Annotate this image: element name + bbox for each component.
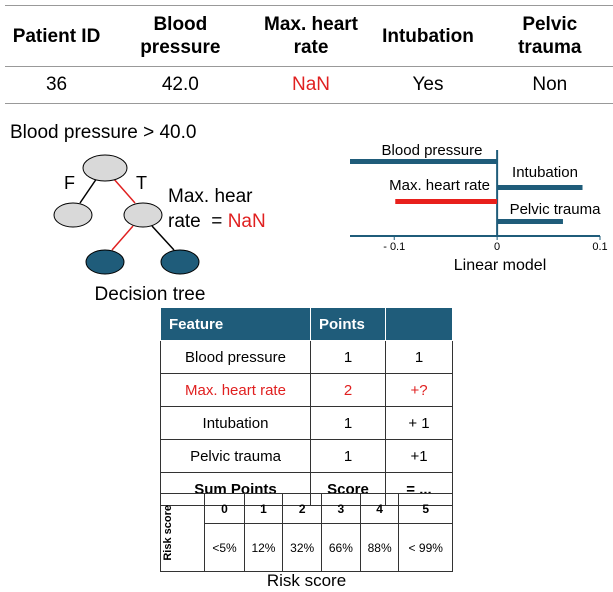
note: Max. hear	[168, 186, 253, 207]
header	[385, 307, 453, 341]
bar-label: Intubation	[512, 164, 578, 181]
row-label: Risk score	[162, 504, 174, 561]
bar	[497, 219, 563, 224]
cell: +1	[385, 439, 453, 473]
cell: 36	[5, 66, 109, 104]
cell: 1	[310, 340, 386, 374]
note-value: NaN	[228, 211, 266, 232]
node	[53, 202, 93, 228]
x-tick-label: - 0.1	[383, 241, 405, 253]
score: 5	[398, 493, 453, 524]
row-label: Risk score	[159, 493, 206, 572]
rows: Blood pressure 1 1 Max. heart rate 2 +? Intuba…	[160, 340, 453, 506]
bar	[497, 185, 583, 190]
cell: Max. heart rate	[160, 373, 311, 407]
edge	[79, 177, 98, 204]
cell: NaN	[252, 66, 370, 104]
edge	[111, 225, 134, 251]
bar	[350, 159, 498, 164]
cell: Blood pressure	[160, 340, 311, 374]
cell: 1	[310, 406, 386, 440]
score: 0	[204, 493, 245, 524]
cell: 1	[385, 340, 453, 374]
header: Blood pressure	[108, 5, 253, 67]
header: Intubation	[369, 5, 487, 67]
header: Patient ID	[5, 5, 109, 67]
edge-label: F	[64, 173, 75, 193]
x-tick-label: 0	[494, 241, 500, 253]
tree-condition: Blood pressure > 40.0	[10, 122, 196, 143]
risk-row: <5% 12% 32% 66% 88% < 99%	[161, 523, 453, 572]
header: Points	[310, 307, 386, 341]
risk: 66%	[321, 523, 361, 572]
risk: 32%	[282, 523, 323, 572]
caption: Decision tree	[95, 284, 206, 305]
bar-label: Pelvic trauma	[510, 201, 602, 218]
risk: 88%	[359, 523, 400, 572]
linear-model: - 0.1 0 0.1 Linear model Blood pressure Intub…	[350, 142, 608, 274]
score: 2	[282, 493, 323, 524]
cell: + 1	[385, 406, 453, 440]
cell: Non	[486, 66, 613, 104]
risk-table: Feature Points Blood pressure 1 1 Max. hear…	[160, 307, 453, 506]
bar-label: Blood pressure	[382, 142, 483, 159]
row: Intubation 1 + 1	[160, 406, 453, 440]
cell: 1	[310, 439, 386, 473]
score: 1	[243, 493, 284, 524]
bar	[395, 199, 498, 204]
cell: +?	[385, 373, 453, 407]
risk: 12%	[243, 523, 284, 572]
row: Max. heart rate 2 +?	[160, 373, 453, 407]
note: rate =	[168, 211, 222, 232]
patient-table: Patient ID Blood pressure Max. heart rat…	[5, 5, 613, 104]
edge	[151, 225, 175, 251]
x-tick-label: 0.1	[592, 241, 607, 253]
node	[123, 202, 163, 228]
node	[82, 154, 128, 182]
header: Max. heart rate	[252, 5, 370, 67]
row: Blood pressure 1 1	[160, 340, 453, 374]
edge	[112, 177, 136, 204]
row: Pelvic trauma 1 +1	[160, 439, 453, 473]
risk: < 99%	[398, 523, 453, 572]
caption: Risk score	[266, 571, 347, 590]
risk: <5%	[204, 523, 245, 572]
cell: 2	[310, 373, 386, 407]
cell: 42.0	[108, 66, 253, 104]
cell: Pelvic trauma	[160, 439, 311, 473]
x-axis-label: Linear model	[454, 257, 547, 274]
bar-label: Max. heart rate	[389, 177, 490, 194]
node	[85, 249, 125, 275]
note: rate = NaN	[168, 211, 266, 232]
score: 4	[359, 493, 400, 524]
score: 3	[321, 493, 361, 524]
edge-label: T	[136, 173, 147, 193]
header: Feature	[160, 307, 311, 341]
header: Pelvic trauma	[486, 5, 613, 67]
cell: Intubation	[160, 406, 311, 440]
node	[160, 249, 200, 275]
cell: Yes	[369, 66, 487, 104]
